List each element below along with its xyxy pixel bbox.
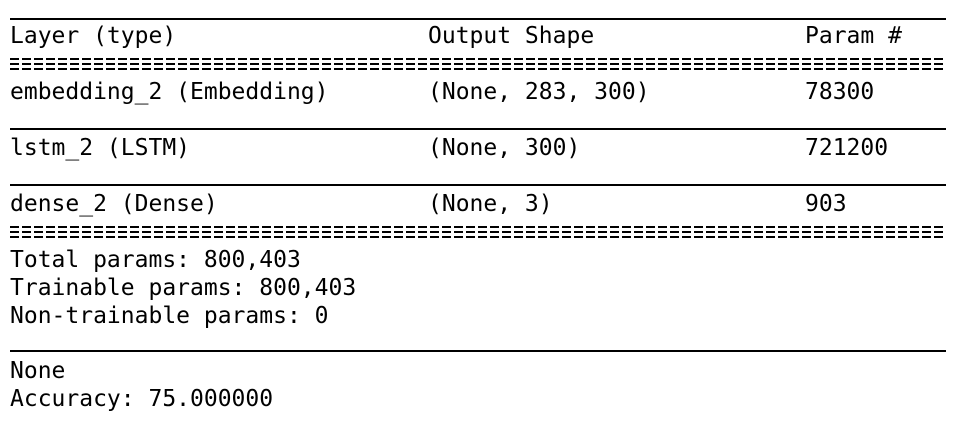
row-separator	[10, 128, 946, 130]
row-param-count: 721200	[805, 135, 889, 161]
row-separator	[10, 184, 946, 186]
header-param-count: Param #	[805, 23, 902, 49]
totals-double-rule	[10, 226, 946, 238]
non-trainable-params: Non-trainable params: 0	[10, 303, 329, 329]
total-params: Total params: 800,403	[10, 247, 301, 273]
output-none-line: None	[10, 358, 66, 384]
accuracy-line: Accuracy: 75.000000	[10, 386, 274, 412]
header-output-shape: Output Shape	[428, 23, 595, 49]
row-output-shape: (None, 3)	[428, 191, 553, 217]
row-param-count: 903	[805, 191, 847, 217]
row-layer-name: dense_2 (Dense)	[10, 191, 218, 217]
header-double-rule	[10, 58, 946, 70]
row-output-shape: (None, 300)	[428, 135, 581, 161]
trainable-params: Trainable params: 800,403	[10, 275, 357, 301]
row-output-shape: (None, 283, 300)	[428, 79, 650, 105]
top-rule	[10, 18, 946, 20]
row-layer-name: embedding_2 (Embedding)	[10, 79, 329, 105]
row-layer-name: lstm_2 (LSTM)	[10, 135, 191, 161]
bottom-rule	[10, 350, 946, 352]
header-layer-type: Layer (type)	[10, 23, 177, 49]
row-param-count: 78300	[805, 79, 875, 105]
